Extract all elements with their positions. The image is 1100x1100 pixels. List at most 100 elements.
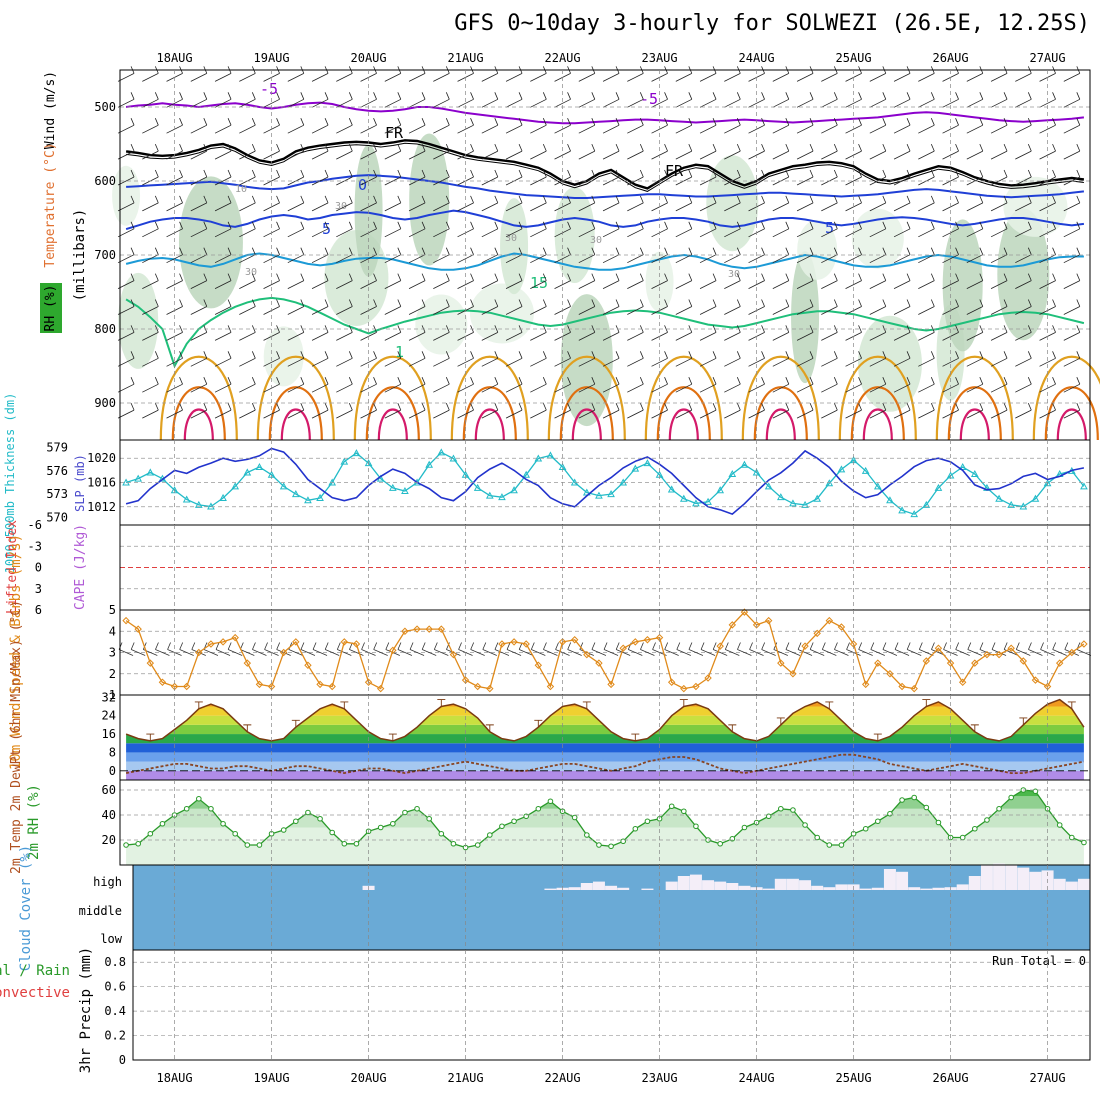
wind-barb xyxy=(602,402,620,419)
wind-barb xyxy=(651,273,668,289)
precip-tick: 0.6 xyxy=(104,980,126,994)
cloud-cell-high xyxy=(1053,878,1066,890)
cloud-cell-high xyxy=(786,878,799,890)
wind-speed-point xyxy=(971,659,979,667)
wind-barb xyxy=(554,273,571,289)
wind-barb xyxy=(505,169,523,186)
rh-point xyxy=(317,815,323,822)
wind-barb xyxy=(117,351,135,367)
wind-barb xyxy=(190,195,208,212)
wind-barb xyxy=(845,247,862,264)
temp-minmax-bar xyxy=(873,733,882,741)
wind-speed-point xyxy=(207,640,215,648)
wind-speed-point xyxy=(146,659,155,667)
temp-minmax-bar xyxy=(1067,701,1076,709)
wind-barb xyxy=(142,377,159,393)
wind-barb xyxy=(918,118,935,134)
wind-barb xyxy=(748,92,765,108)
wind-barb xyxy=(699,325,717,341)
isotherm-20 xyxy=(644,355,723,441)
wind-barb xyxy=(481,273,499,289)
contour-label: 30 xyxy=(245,267,257,278)
wind-barb xyxy=(796,169,814,186)
rh-point xyxy=(620,838,626,845)
rh-point xyxy=(402,809,408,816)
thickness-point xyxy=(813,494,822,502)
wind-barb xyxy=(360,351,377,367)
wind-barb xyxy=(481,169,499,186)
surface-wind-barb xyxy=(543,642,558,656)
surface-wind-barb xyxy=(615,642,631,656)
wind-barb xyxy=(166,247,183,264)
rh-point xyxy=(220,820,226,827)
wind-barb xyxy=(214,143,232,160)
isotherm-30 xyxy=(959,408,990,441)
wind-barb xyxy=(311,169,329,186)
wind-barb xyxy=(457,92,474,108)
wind-barb xyxy=(287,66,305,82)
wind-barb xyxy=(772,195,790,212)
isotherm-30 xyxy=(474,408,505,441)
surface-wind-barb xyxy=(955,642,970,656)
surface-wind-barb xyxy=(700,642,716,656)
surface-wind-barb xyxy=(737,642,752,656)
rh-shading xyxy=(851,208,904,269)
thickness-point xyxy=(194,500,203,508)
rh-point xyxy=(717,840,723,847)
isotherm-25 xyxy=(947,386,1002,441)
wind-barb xyxy=(627,195,644,212)
cloud-cell-high xyxy=(544,888,557,890)
wind-barb xyxy=(408,351,426,367)
rh-point xyxy=(887,810,893,817)
wind-barb xyxy=(893,402,911,419)
wind-speed-point xyxy=(643,636,652,644)
wind-barb xyxy=(530,66,547,82)
surface-wind-barb xyxy=(446,642,461,656)
temp-band xyxy=(126,724,1084,735)
wind-barb xyxy=(724,377,741,393)
wind-barb xyxy=(699,118,717,134)
temp-bands xyxy=(126,699,1084,780)
contour-label: 30 xyxy=(505,233,517,244)
surface-wind-barb xyxy=(967,642,982,656)
wind-barb xyxy=(530,169,547,186)
surface-wind-barb xyxy=(494,642,510,656)
wind-barb xyxy=(408,118,426,134)
wind-barb xyxy=(699,402,717,419)
wind-barb xyxy=(942,169,959,186)
cloud-cell-high xyxy=(592,881,605,890)
isotherm-FR xyxy=(125,139,1085,190)
wind-barb xyxy=(433,351,450,367)
isotherm-25 xyxy=(656,386,711,441)
wind-barb xyxy=(311,195,329,212)
wind-barb xyxy=(602,273,620,289)
wind-speed-point xyxy=(861,680,870,689)
wind-barb xyxy=(990,325,1008,341)
rh-point xyxy=(547,798,554,805)
rh-point xyxy=(438,830,445,837)
wind-barb xyxy=(772,273,790,289)
wind-barb xyxy=(578,402,596,419)
run-total-label: Run Total = 0 xyxy=(992,954,1086,968)
wind-speed-point xyxy=(473,682,482,691)
rh-point xyxy=(280,827,287,833)
wind-barb xyxy=(263,92,280,108)
isotherm-25 xyxy=(850,386,905,441)
temp-minmax-bar xyxy=(776,717,785,725)
temp-minmax-bar xyxy=(146,733,155,741)
surface-wind-barb xyxy=(336,642,352,656)
wind-speed-point xyxy=(170,682,179,691)
wind-barb xyxy=(1063,351,1081,367)
wind-barb xyxy=(505,143,523,160)
rh-point xyxy=(1056,822,1063,828)
wind-speed-point xyxy=(364,678,373,686)
rh-point xyxy=(790,807,796,813)
wind-barb xyxy=(966,92,984,108)
wind-barb xyxy=(893,169,911,186)
wind-barb xyxy=(384,325,402,341)
wind-barb xyxy=(1015,92,1032,108)
wind-barb xyxy=(142,221,159,238)
cloud-cell-high xyxy=(883,869,896,890)
wind-barb xyxy=(821,247,838,264)
rh-tick: 60 xyxy=(102,783,116,797)
